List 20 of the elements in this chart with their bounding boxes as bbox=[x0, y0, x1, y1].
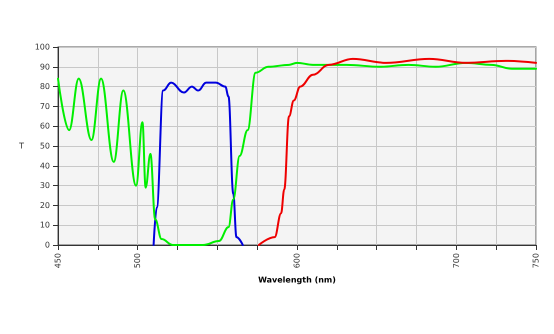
y-tick-label: 40 bbox=[40, 161, 50, 170]
y-tick-label: 0 bbox=[44, 240, 50, 250]
y-tick-label: 10 bbox=[40, 220, 50, 230]
line-series bbox=[258, 58, 537, 246]
x-axis-title: Wavelength (nm) bbox=[258, 276, 336, 285]
y-tick-label: 100 bbox=[34, 42, 50, 52]
y-tick-label: 20 bbox=[40, 200, 50, 210]
y-tick-label: 30 bbox=[40, 181, 50, 190]
y-tick-label: 90 bbox=[40, 62, 50, 72]
x-tick-label: 600 bbox=[292, 253, 302, 268]
x-tick-label: 700 bbox=[452, 253, 461, 268]
y-tick-label: 80 bbox=[40, 82, 50, 92]
line-series bbox=[152, 82, 244, 246]
y-tick-label: 60 bbox=[40, 122, 50, 131]
x-tick-label: 500 bbox=[133, 253, 142, 268]
y-tick-label: 50 bbox=[40, 142, 50, 150]
y-tick-label: 70 bbox=[40, 102, 50, 111]
x-tick-label: 750 bbox=[532, 253, 540, 268]
x-tick-label: 450 bbox=[54, 253, 62, 268]
y-axis-title: T bbox=[18, 142, 24, 150]
